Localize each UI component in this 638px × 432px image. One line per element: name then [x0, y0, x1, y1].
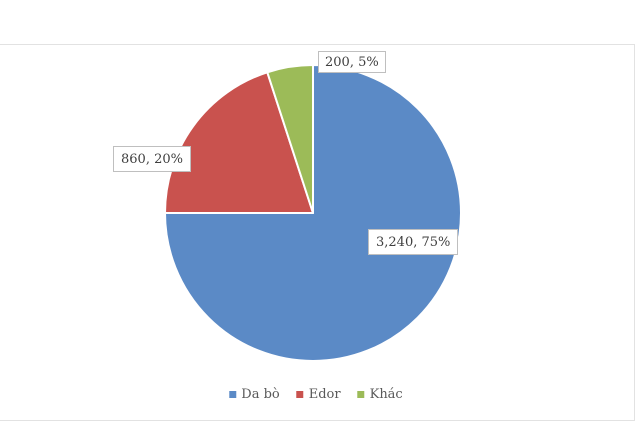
pie-slice-khác[interactable] — [266, 64, 314, 214]
legend-swatch-edor — [296, 391, 304, 399]
legend-label-khac: Khác — [369, 387, 403, 402]
pie-slice-edor[interactable] — [164, 71, 314, 214]
legend-item-khac[interactable]: Khác — [357, 387, 403, 403]
legend-item-da-bo[interactable]: Da bò — [229, 387, 280, 403]
legend-label-edor: Edor — [308, 387, 341, 402]
data-label-edor[interactable]: 860, 20% — [113, 146, 191, 172]
legend-swatch-da-bo — [229, 391, 237, 399]
chart-legend: Da bò Edor Khác — [229, 387, 403, 403]
legend-item-edor[interactable]: Edor — [296, 387, 341, 403]
data-label-da-bo[interactable]: 3,240, 75% — [368, 229, 459, 255]
legend-label-da-bo: Da bò — [241, 387, 280, 402]
data-label-khac[interactable]: 200, 5% — [318, 51, 386, 73]
legend-swatch-khac — [357, 391, 365, 399]
pie-chart — [164, 64, 462, 362]
